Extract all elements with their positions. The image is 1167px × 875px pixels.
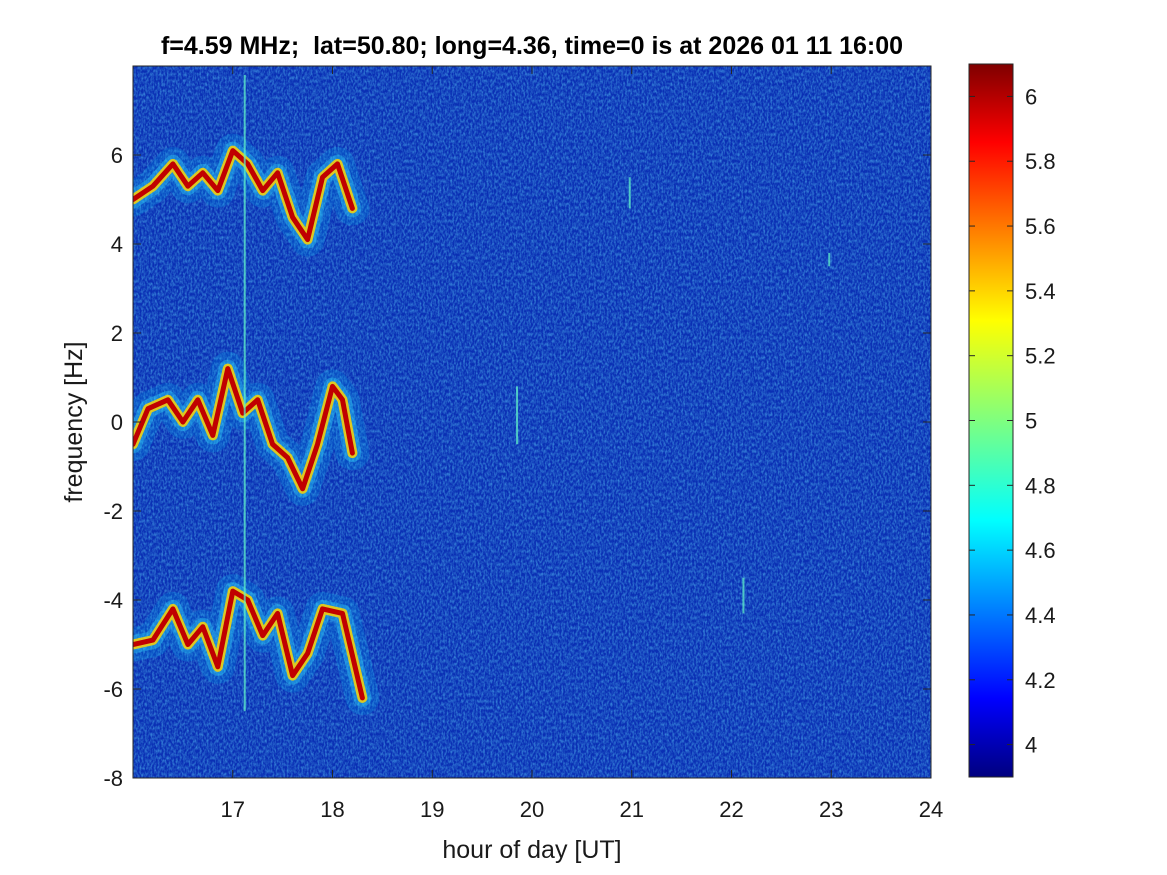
- x-tick-label: 23: [819, 797, 843, 822]
- x-axis-label: hour of day [UT]: [442, 836, 621, 864]
- traces-layer: [133, 133, 380, 715]
- x-tick-label: 24: [919, 797, 943, 822]
- trace-core: [133, 588, 365, 701]
- colorbar-tick-label: 5.8: [1025, 149, 1056, 174]
- x-tick-label: 20: [520, 797, 544, 822]
- y-tick-label: 6: [111, 143, 123, 168]
- x-tick-label: 17: [221, 797, 245, 822]
- y-tick-label: -6: [103, 677, 123, 702]
- y-tick-label: -8: [103, 766, 123, 791]
- plot-area: [133, 66, 931, 778]
- colorbar-tick-label: 4: [1025, 733, 1037, 758]
- colorbar-tick-label: 5: [1025, 409, 1037, 434]
- y-axis-label: frequency [Hz]: [60, 341, 88, 502]
- x-axis-ticks: 17 18 19 20 21 22 23 24: [221, 66, 943, 822]
- chart-title: f=4.59 MHz; lat=50.80; long=4.36, time=0…: [161, 32, 903, 60]
- y-tick-label: 4: [111, 232, 123, 257]
- colorbar-tick-label: 4.8: [1025, 473, 1056, 498]
- y-tick-label: 2: [111, 321, 123, 346]
- colorbar-tick-label: 5.4: [1025, 279, 1056, 304]
- y-tick-label: -2: [103, 499, 123, 524]
- x-tick-label: 18: [320, 797, 344, 822]
- x-tick-label: 21: [620, 797, 644, 822]
- colorbar: [968, 63, 1014, 778]
- trace-1: [133, 351, 370, 506]
- y-tick-label: 0: [111, 410, 123, 435]
- trace-core: [133, 366, 355, 492]
- trace-2: [133, 574, 380, 715]
- colorbar-tick-label: 6: [1025, 84, 1037, 109]
- y-axis-ticks: 6 4 2 0 -2 -4 -6 -8: [103, 143, 931, 791]
- colorbar-tick-label: 4.4: [1025, 603, 1056, 628]
- streaks-layer: [243, 74, 831, 712]
- x-tick-label: 22: [719, 797, 743, 822]
- y-tick-label: -4: [103, 588, 123, 613]
- trace-core: [133, 148, 355, 243]
- colorbar-ticks: 6 5.8 5.6 5.4 5.2 5 4.8 4.6 4.4 4.2 4: [969, 84, 1056, 758]
- colorbar-tick-label: 4.6: [1025, 538, 1056, 563]
- colorbar-tick-label: 4.2: [1025, 668, 1056, 693]
- x-tick-label: 19: [420, 797, 444, 822]
- colorbar-tick-label: 5.6: [1025, 214, 1056, 239]
- trace-0: [133, 133, 370, 257]
- colorbar-tick-label: 5.2: [1025, 344, 1056, 369]
